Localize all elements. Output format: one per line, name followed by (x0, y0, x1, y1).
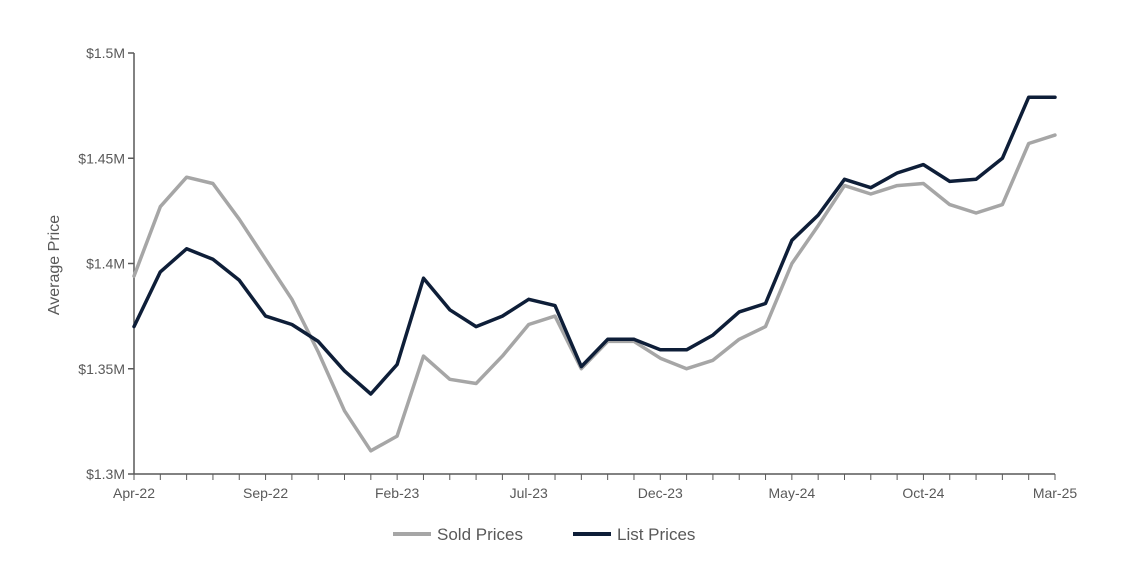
y-tick-label: $1.35M (78, 361, 125, 377)
x-axis: Apr-22 Sep-22 Feb-23 Jul-23 Dec-23 May-24 Oct-… (113, 473, 1078, 501)
y-tick-label: $1.5M (86, 45, 125, 61)
x-tick-label: Sep-22 (243, 485, 288, 501)
y-tick-label: $1.45M (78, 150, 125, 166)
y-axis-title: Average Price (46, 215, 63, 315)
x-tick-label: May-24 (769, 485, 816, 501)
y-axis: $1.3M $1.35M $1.4M $1.45M $1.5M (78, 45, 135, 482)
y-tick-label: $1.4M (86, 256, 125, 272)
series-line-list-prices (132, 95, 1057, 396)
x-tick-label: Apr-22 (113, 485, 155, 501)
legend: Sold Prices List Prices (393, 525, 695, 544)
legend-label-sold-prices: Sold Prices (437, 525, 523, 544)
series-line-sold-prices (132, 133, 1057, 453)
series-lines (132, 95, 1057, 453)
x-tick-label: Oct-24 (902, 485, 944, 501)
legend-label-list-prices: List Prices (617, 525, 695, 544)
x-tick-label: Dec-23 (638, 485, 683, 501)
x-tick-label: Mar-25 (1033, 485, 1078, 501)
x-tick-label: Jul-23 (510, 485, 548, 501)
y-tick-label: $1.3M (86, 466, 125, 482)
x-tick-label: Feb-23 (375, 485, 420, 501)
